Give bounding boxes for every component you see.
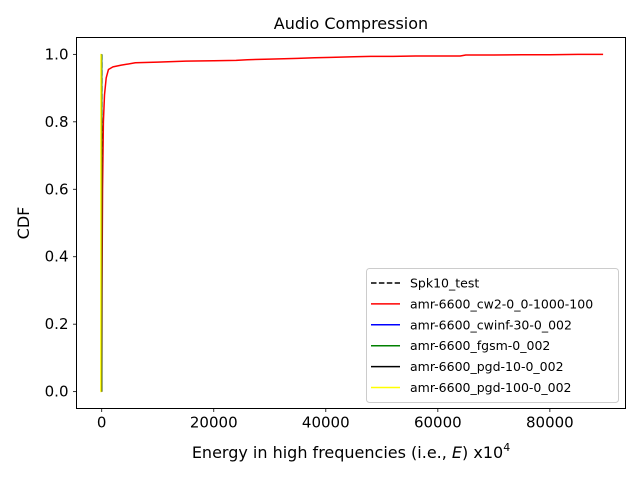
legend-label: amr-6600_cwinf-30-0_002: [410, 317, 572, 332]
x-axis-label-suffix: ) x10: [462, 443, 503, 462]
y-tick-label: 0.4: [45, 248, 69, 266]
y-axis-ticks: 0.0 0.2 0.4 0.6 0.8 1.0: [45, 45, 77, 401]
y-axis-label: CDF: [14, 207, 33, 240]
y-tick-label: 0.8: [45, 113, 69, 131]
y-tick-label: 0.6: [45, 180, 69, 198]
series-line-1: [100, 53, 604, 392]
legend: Spk10_test amr-6600_cw2-0_0-1000-100 amr-6…: [366, 268, 619, 403]
x-axis-label-exp: 4: [503, 441, 510, 454]
legend-label: amr-6600_cw2-0_0-1000-100: [410, 296, 593, 311]
x-tick-label: 20000: [190, 414, 238, 432]
legend-label: amr-6600_pgd-10-0_002: [410, 359, 564, 374]
y-tick-label: 0.2: [45, 315, 69, 333]
legend-label: amr-6600_pgd-100-0_002: [410, 380, 572, 395]
x-axis-label-var: E: [452, 443, 463, 462]
plot-lines: [100, 53, 604, 393]
legend-frame: [366, 268, 619, 403]
legend-label: amr-6600_fgsm-0_002: [410, 338, 550, 353]
x-axis-label-prefix: Energy in high frequencies (i.e.,: [192, 443, 452, 462]
legend-label: Spk10_test: [410, 276, 479, 291]
plot-frame: [76, 37, 626, 409]
x-tick-label: 40000: [302, 414, 350, 432]
x-axis-ticks: 0 20000 40000 60000 80000: [97, 408, 574, 432]
x-tick-label: 60000: [414, 414, 462, 432]
chart-title: Audio Compression: [274, 14, 428, 33]
y-tick-label: 0.0: [45, 383, 69, 401]
x-tick-label: 80000: [526, 414, 574, 432]
x-axis-label: Energy in high frequencies (i.e., E) x10…: [192, 441, 510, 462]
x-tick-label: 0: [97, 414, 107, 432]
y-tick-label: 1.0: [45, 45, 69, 63]
series-line-5: [100, 53, 102, 393]
